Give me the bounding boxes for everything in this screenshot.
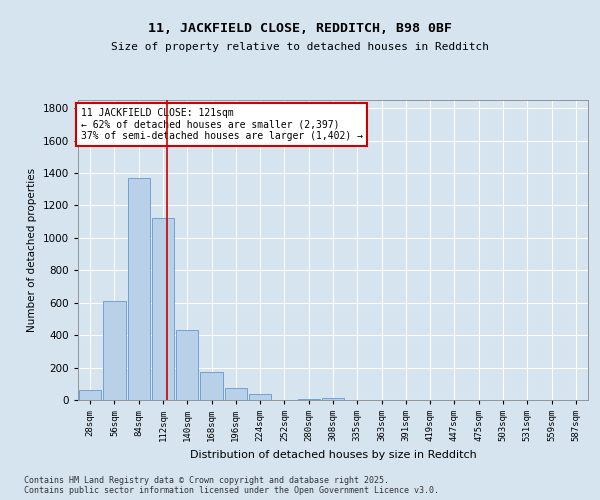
Bar — [298, 399, 320, 400]
Text: Size of property relative to detached houses in Redditch: Size of property relative to detached ho… — [111, 42, 489, 52]
Bar — [103, 301, 125, 400]
Bar — [322, 398, 344, 400]
Text: Contains HM Land Registry data © Crown copyright and database right 2025.: Contains HM Land Registry data © Crown c… — [24, 476, 389, 485]
Bar — [249, 394, 271, 400]
Bar — [79, 390, 101, 400]
Bar — [152, 218, 174, 400]
Bar — [176, 330, 199, 400]
Bar — [128, 178, 150, 400]
Bar — [224, 388, 247, 400]
Y-axis label: Number of detached properties: Number of detached properties — [27, 168, 37, 332]
X-axis label: Distribution of detached houses by size in Redditch: Distribution of detached houses by size … — [190, 450, 476, 460]
Text: Contains public sector information licensed under the Open Government Licence v3: Contains public sector information licen… — [24, 486, 439, 495]
Bar — [200, 372, 223, 400]
Text: 11 JACKFIELD CLOSE: 121sqm
← 62% of detached houses are smaller (2,397)
37% of s: 11 JACKFIELD CLOSE: 121sqm ← 62% of deta… — [80, 108, 362, 140]
Text: 11, JACKFIELD CLOSE, REDDITCH, B98 0BF: 11, JACKFIELD CLOSE, REDDITCH, B98 0BF — [148, 22, 452, 36]
